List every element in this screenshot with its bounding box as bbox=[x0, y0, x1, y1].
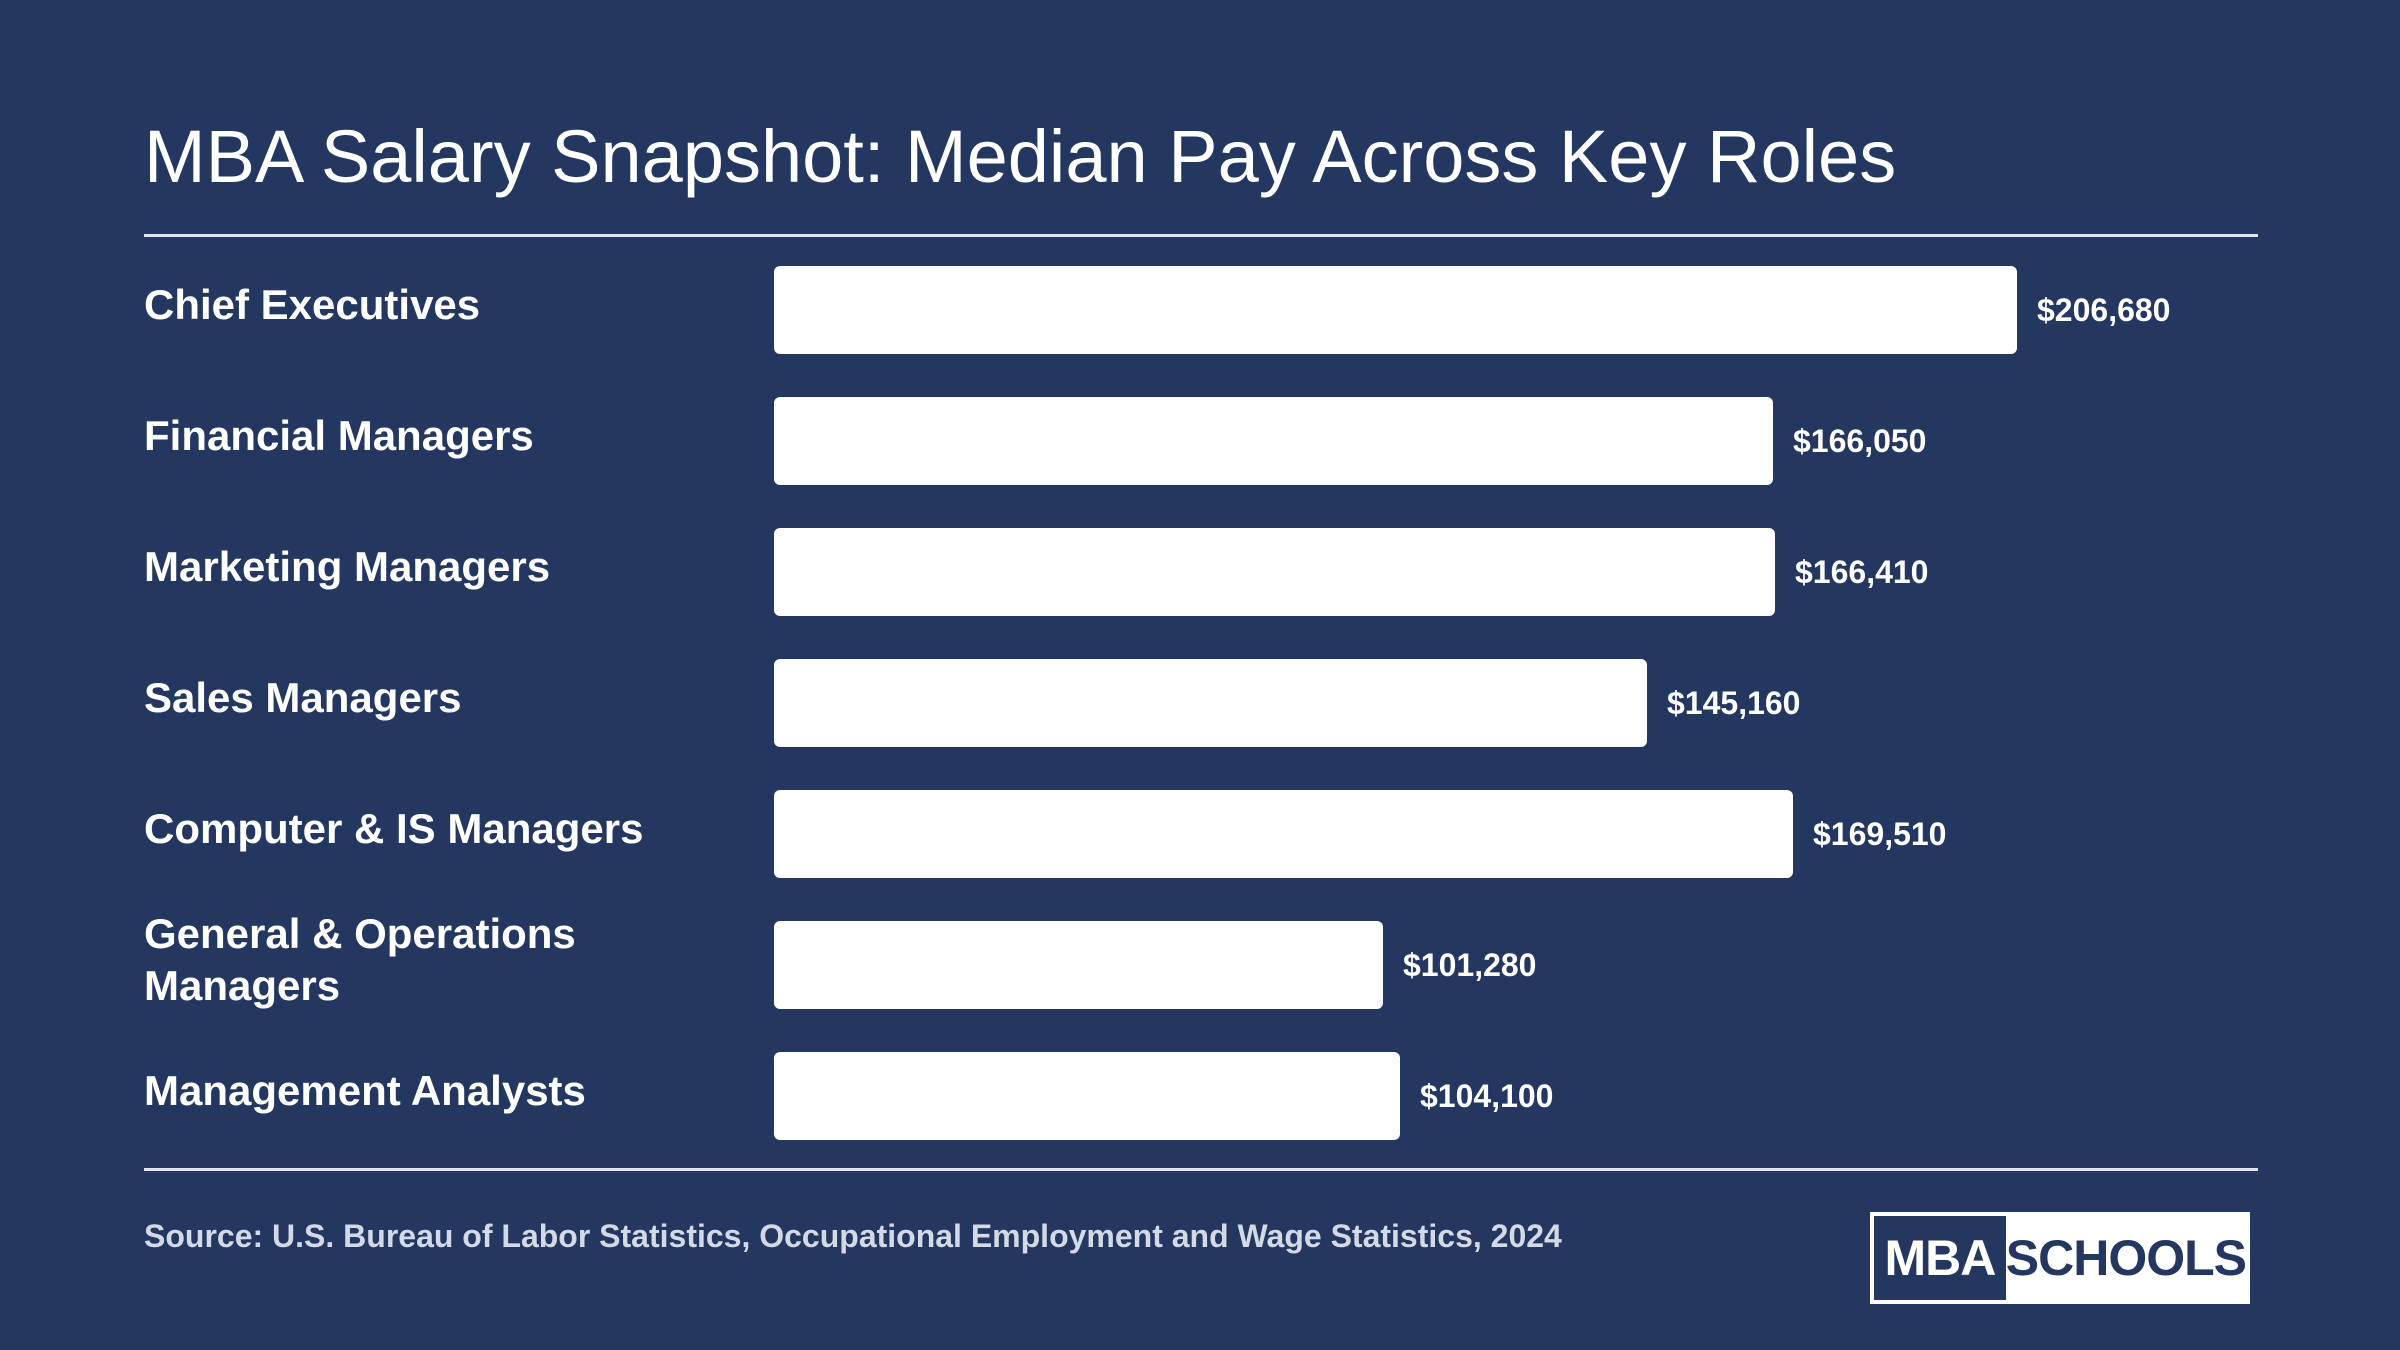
category-label: Sales Managers bbox=[144, 674, 462, 721]
category-label: General & Operations Managers bbox=[144, 910, 576, 1009]
page-title: MBA Salary Snapshot: Median Pay Across K… bbox=[144, 115, 1897, 198]
bar bbox=[774, 1052, 1400, 1140]
bar bbox=[774, 266, 2017, 354]
value-label: $101,280 bbox=[1403, 946, 1537, 983]
category-label: Management Analysts bbox=[144, 1067, 586, 1114]
bar-row: Management Analysts $104,100 bbox=[144, 1046, 2258, 1140]
logo-mba-text: MBA bbox=[1874, 1216, 2006, 1300]
bar bbox=[774, 921, 1383, 1009]
bar-row: Chief Executives $206,680 bbox=[144, 260, 2258, 354]
value-label: $206,680 bbox=[2037, 291, 2171, 328]
footer-divider bbox=[144, 1168, 2258, 1171]
category-label: Chief Executives bbox=[144, 281, 481, 328]
bar-chart: Chief Executives $206,680 Financial Manage… bbox=[144, 260, 2258, 1150]
value-label: $145,160 bbox=[1667, 684, 1801, 721]
value-label: $166,050 bbox=[1793, 422, 1927, 459]
bar bbox=[774, 659, 1647, 747]
bar bbox=[774, 528, 1775, 616]
value-label: $166,410 bbox=[1795, 553, 1929, 590]
value-label: $169,510 bbox=[1813, 815, 1947, 852]
title-divider bbox=[144, 234, 2258, 237]
bar-row: Financial Managers $166,050 bbox=[144, 391, 2258, 485]
bar bbox=[774, 790, 1793, 878]
source-note: Source: U.S. Bureau of Labor Statistics,… bbox=[144, 1218, 1562, 1254]
bar-row: Marketing Managers $166,410 bbox=[144, 522, 2258, 616]
bar-row: Sales Managers $145,160 bbox=[144, 653, 2258, 747]
category-label: Marketing Managers bbox=[144, 543, 551, 590]
mba-schools-logo: MBA SCHOOLS bbox=[1870, 1212, 2250, 1304]
bar-row: Computer & IS Managers $169,510 bbox=[144, 784, 2258, 878]
bar-row: General & Operations Managers $101,280 bbox=[144, 910, 2258, 1009]
logo-schools-text: SCHOOLS bbox=[2005, 1230, 2247, 1286]
bar bbox=[774, 397, 1773, 485]
category-label: Computer & IS Managers bbox=[144, 805, 644, 852]
category-label: Financial Managers bbox=[144, 412, 534, 459]
value-label: $104,100 bbox=[1420, 1077, 1554, 1114]
